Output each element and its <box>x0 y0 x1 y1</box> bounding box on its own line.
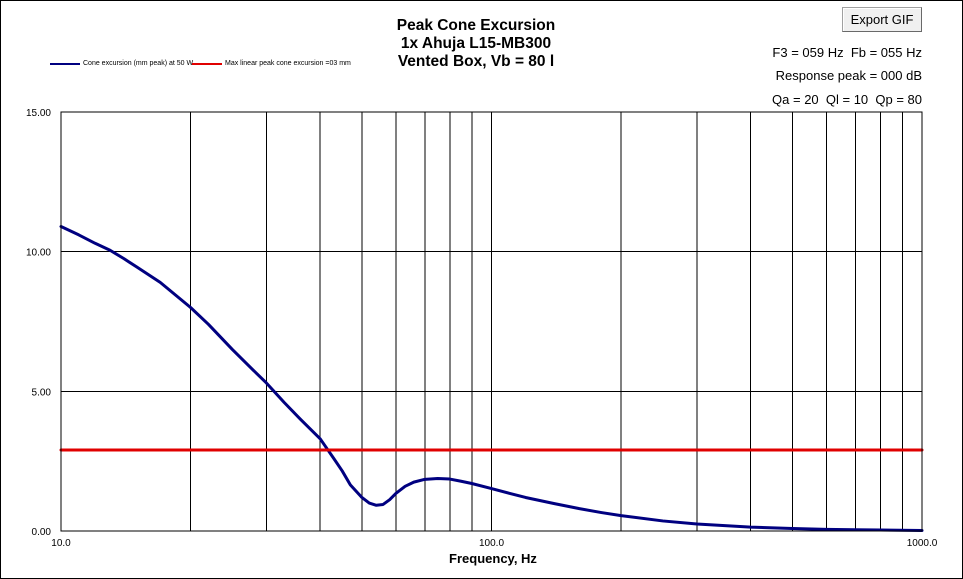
legend-swatch-excursion <box>50 63 80 65</box>
legend-swatch-max-linear <box>192 63 222 65</box>
title-line-2: 1x Ahuja L15-MB300 <box>400 35 552 52</box>
y-tick-label: 0.00 <box>32 527 52 538</box>
x-tick-label: 100.0 <box>479 538 504 549</box>
stat-f3-fb: F3 = 059 Hz Fb = 055 Hz <box>772 45 922 60</box>
y-tick-label: 10.00 <box>26 248 51 259</box>
tick-labels: 10.0 100.0 1000.0 0.00 5.00 10.00 15.00 <box>26 108 938 549</box>
x-tick-label: 10.0 <box>51 538 71 549</box>
series-lines <box>59 225 924 532</box>
series-line-excursion <box>59 225 924 532</box>
y-tick-label: 5.00 <box>32 387 52 398</box>
title-line-3: Vented Box, Vb = 80 l <box>397 53 555 70</box>
x-axis-label: Frequency, Hz <box>449 551 537 566</box>
chart-title: Peak Cone Excursion 1x Ahuja L15-MB300 V… <box>340 17 612 71</box>
legend-label-max-linear: Max linear peak cone excursion =03 mm <box>225 60 351 67</box>
plot-border <box>60 111 923 532</box>
y-tick-label: 15.00 <box>26 108 51 119</box>
x-tick-label: 1000.0 <box>907 538 938 549</box>
grid-lines <box>60 111 923 532</box>
stat-q-values: Qa = 20 Ql = 10 Qp = 80 <box>772 92 922 107</box>
stat-response-peak: Response peak = 000 dB <box>775 68 922 83</box>
legend-label-excursion: Cone excursion (mm peak) at 50 W <box>83 60 194 67</box>
export-gif-button[interactable]: Export GIF <box>842 7 922 32</box>
title-line-1: Peak Cone Excursion <box>396 17 556 34</box>
